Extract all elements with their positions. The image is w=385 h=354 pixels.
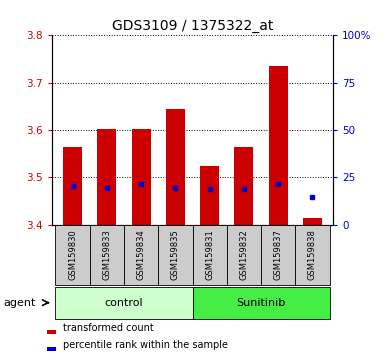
Bar (166, 109, 185, 225)
Text: transformed count: transformed count (63, 323, 154, 333)
Bar (97, 129, 116, 225)
Bar (234, 147, 253, 225)
Bar (47, 330, 56, 334)
Text: GSM159832: GSM159832 (239, 229, 248, 280)
Bar (47, 347, 56, 350)
Bar (269, 66, 288, 225)
FancyBboxPatch shape (192, 225, 227, 285)
Text: control: control (105, 298, 143, 308)
Text: GSM159838: GSM159838 (308, 229, 317, 280)
Bar (303, 218, 322, 225)
Text: GSM159830: GSM159830 (68, 229, 77, 280)
FancyBboxPatch shape (158, 225, 192, 285)
FancyBboxPatch shape (227, 225, 261, 285)
FancyBboxPatch shape (295, 225, 330, 285)
Text: percentile rank within the sample: percentile rank within the sample (63, 340, 228, 350)
FancyBboxPatch shape (55, 225, 90, 285)
Bar (63, 147, 82, 225)
Title: GDS3109 / 1375322_at: GDS3109 / 1375322_at (112, 19, 273, 33)
Text: Sunitinib: Sunitinib (236, 298, 286, 308)
FancyBboxPatch shape (192, 287, 330, 319)
FancyBboxPatch shape (90, 225, 124, 285)
Text: GSM159834: GSM159834 (137, 229, 146, 280)
Bar (200, 166, 219, 225)
Text: GSM159837: GSM159837 (274, 229, 283, 280)
Text: GSM159831: GSM159831 (205, 229, 214, 280)
FancyBboxPatch shape (124, 225, 158, 285)
Text: GSM159835: GSM159835 (171, 229, 180, 280)
Bar (132, 129, 151, 225)
Text: agent: agent (4, 298, 36, 308)
FancyBboxPatch shape (261, 225, 295, 285)
Text: GSM159833: GSM159833 (102, 229, 111, 280)
FancyBboxPatch shape (55, 287, 192, 319)
